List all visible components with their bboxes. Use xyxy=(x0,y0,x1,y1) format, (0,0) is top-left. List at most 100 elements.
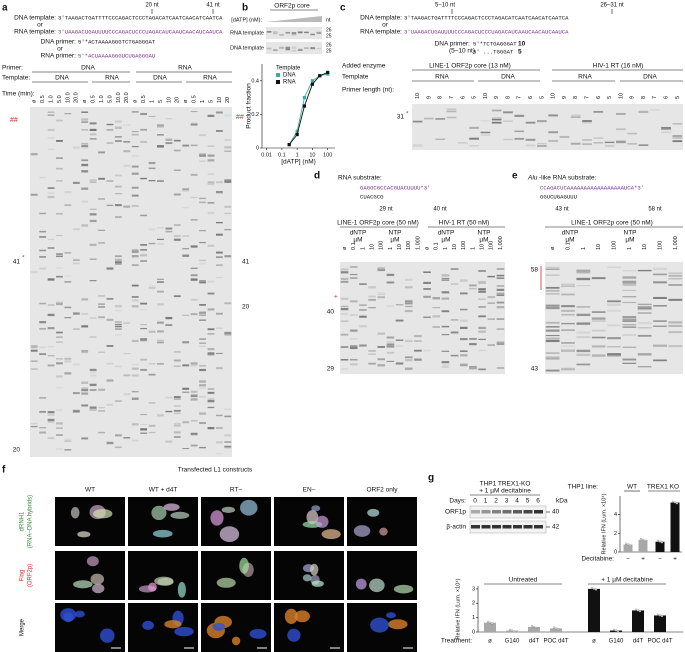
cell xyxy=(379,527,388,536)
gel-band xyxy=(157,303,164,306)
gel xyxy=(545,262,683,374)
gel-band xyxy=(215,414,223,417)
gel-band xyxy=(157,124,164,127)
lane-label: 1 xyxy=(200,100,206,103)
gel-band xyxy=(622,324,637,326)
label: Alu xyxy=(527,175,538,182)
gel-band xyxy=(545,325,560,328)
replicate-dot xyxy=(643,539,647,542)
cell xyxy=(63,612,74,623)
data-point xyxy=(295,132,299,137)
lane-label: 10 xyxy=(596,244,602,250)
gel-band xyxy=(39,327,47,330)
x-tick-label: ø xyxy=(488,639,492,645)
gel-band xyxy=(525,121,536,124)
gel-band xyxy=(39,255,47,258)
gel-band xyxy=(47,128,55,131)
gel-band xyxy=(545,321,560,324)
gel-band xyxy=(576,277,591,281)
replicate-dot xyxy=(512,630,516,633)
gel-band xyxy=(576,285,591,287)
x-tick-label: ø xyxy=(592,639,596,645)
gel-band xyxy=(207,154,215,157)
gel-band xyxy=(316,31,322,34)
gel-band xyxy=(215,233,223,236)
gel-band xyxy=(173,431,181,434)
gel-band xyxy=(56,180,63,182)
gel-band xyxy=(106,403,114,406)
replicate-dot xyxy=(554,627,558,630)
gel-band xyxy=(607,355,621,358)
gel-band xyxy=(414,340,422,342)
gel-band xyxy=(64,306,72,309)
gel-band xyxy=(395,319,404,322)
lane-label: 6 xyxy=(528,96,534,99)
gel-band xyxy=(622,282,637,285)
gel-band xyxy=(89,317,97,319)
gel-band xyxy=(616,112,626,115)
gel-band xyxy=(140,432,148,434)
label: ORF2p core xyxy=(274,3,310,10)
replicate-dot xyxy=(488,621,492,624)
gel-band xyxy=(446,108,457,111)
gel-band xyxy=(638,144,649,146)
gel-band xyxy=(81,388,89,392)
gel-band xyxy=(637,353,652,356)
gel-band xyxy=(64,191,72,194)
gel-band xyxy=(47,437,55,439)
micrograph xyxy=(128,497,198,546)
blot-band xyxy=(523,510,533,514)
gel-band xyxy=(491,117,502,119)
data-point xyxy=(310,79,315,83)
label: DNA xyxy=(55,75,69,82)
label: [dATP] (nM): xyxy=(231,17,262,23)
label: 26 xyxy=(326,42,332,48)
gel-band xyxy=(123,205,131,208)
gel-band xyxy=(491,118,502,121)
label: kDa xyxy=(556,498,568,505)
gel-band xyxy=(561,293,575,296)
gel-band xyxy=(114,309,122,312)
gel-band xyxy=(561,313,575,316)
legend-swatch xyxy=(276,80,280,84)
marker-star: * xyxy=(406,111,409,118)
gel-band xyxy=(173,139,181,142)
gel-band xyxy=(72,411,80,413)
gel-band xyxy=(199,134,206,137)
cell xyxy=(249,628,267,639)
gel-band xyxy=(480,132,491,135)
gel-band xyxy=(39,235,47,238)
gel-band xyxy=(190,196,198,199)
gel-band xyxy=(368,350,376,352)
gel-band xyxy=(224,180,232,183)
gel-band xyxy=(182,364,190,367)
gel-band xyxy=(56,448,63,450)
blot-band xyxy=(513,525,522,529)
gel-band xyxy=(215,352,223,354)
gel-band xyxy=(207,391,215,394)
gel-band xyxy=(190,364,198,367)
replicate-dot xyxy=(673,501,677,504)
data-point xyxy=(302,104,307,108)
cell xyxy=(353,525,371,537)
gel-band xyxy=(89,213,97,216)
label: µM xyxy=(441,237,450,244)
gel-band xyxy=(224,408,232,411)
label: EN– xyxy=(303,487,316,494)
gel-band xyxy=(310,33,315,36)
gel-band xyxy=(627,143,638,145)
gel-band xyxy=(47,137,55,139)
gel-band xyxy=(39,397,47,399)
cell xyxy=(369,578,385,593)
gel-band xyxy=(545,289,560,292)
lane-label: 9 xyxy=(562,96,568,99)
gel-band xyxy=(561,367,575,370)
gel-band xyxy=(435,138,446,140)
gel-band xyxy=(668,274,683,277)
label: RNA template xyxy=(230,30,264,36)
gel-band xyxy=(496,301,505,304)
gel-band xyxy=(39,302,47,305)
gel-band xyxy=(672,140,683,143)
gel-band xyxy=(582,122,592,124)
gel-band xyxy=(377,267,386,270)
